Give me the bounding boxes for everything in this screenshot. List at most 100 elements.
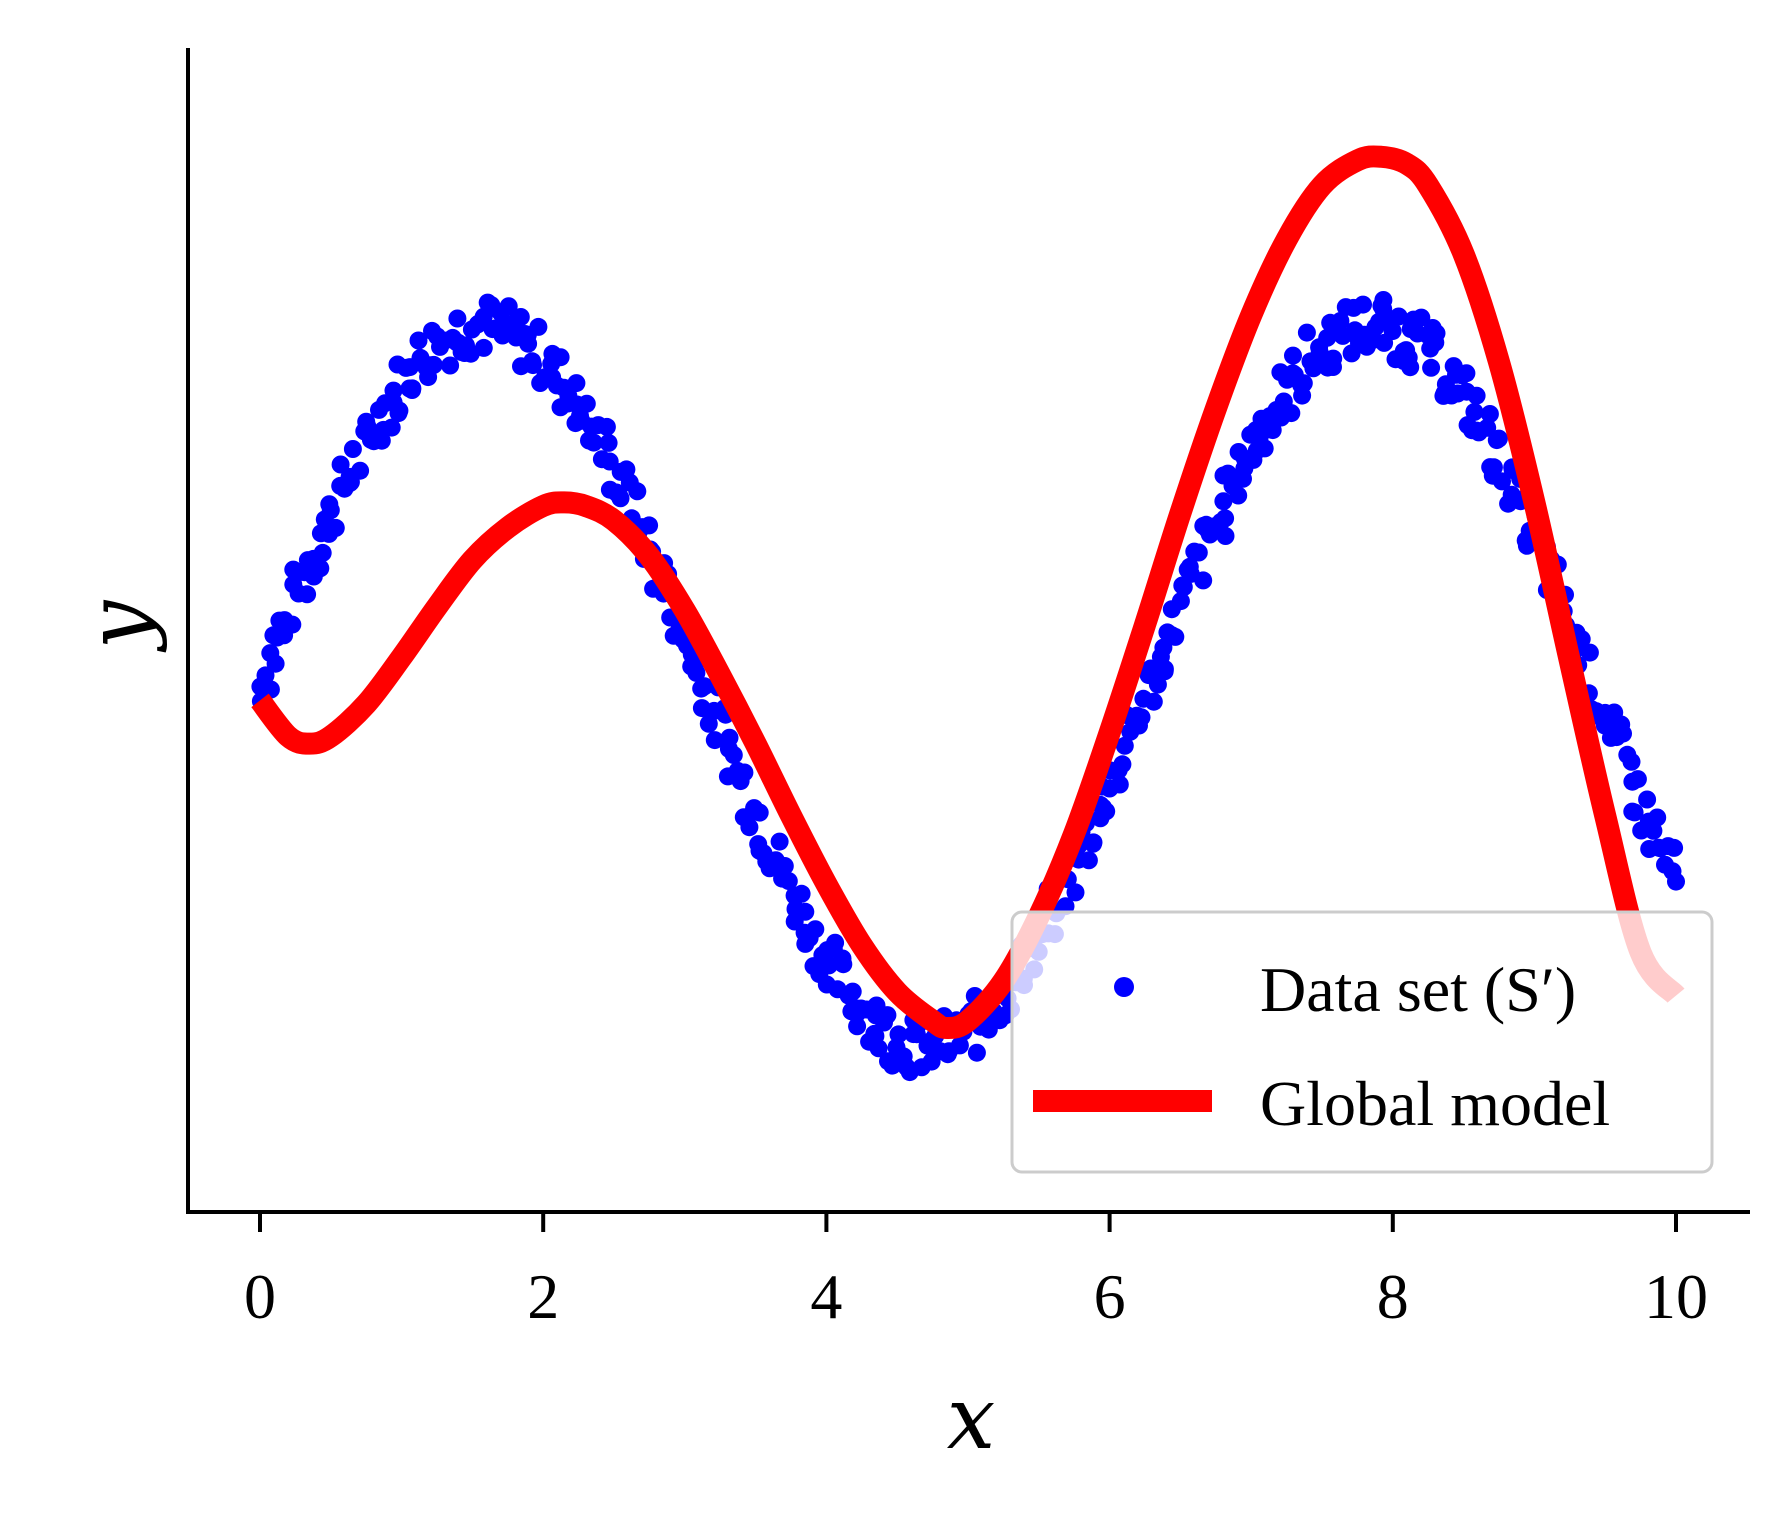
- legend-label-global-model: Global model: [1260, 1068, 1610, 1139]
- data-point: [1194, 571, 1213, 590]
- data-point: [1493, 472, 1511, 491]
- data-point: [1331, 312, 1350, 330]
- data-point: [599, 433, 618, 452]
- data-point: [382, 418, 401, 437]
- axes: 0 2 4 6 8 10 x y: [69, 48, 1750, 1469]
- data-point: [1130, 716, 1148, 735]
- data-point: [1229, 486, 1248, 505]
- data-point: [750, 803, 769, 822]
- data-point: [1113, 755, 1132, 774]
- data-point: [372, 431, 391, 450]
- data-point: [796, 902, 815, 921]
- legend-marker-data-set: [1114, 977, 1134, 997]
- data-point: [1354, 295, 1372, 314]
- data-point: [1097, 802, 1116, 821]
- data-point: [1282, 404, 1301, 423]
- data-point: [551, 348, 570, 367]
- data-point: [1079, 851, 1098, 870]
- data-point: [584, 433, 603, 452]
- data-point: [1216, 509, 1235, 528]
- x-tick-label: 8: [1377, 1261, 1409, 1332]
- data-point: [695, 677, 714, 696]
- data-point: [577, 394, 596, 413]
- data-point: [311, 559, 330, 578]
- data-point: [390, 401, 409, 420]
- x-ticks: 0 2 4 6 8 10: [244, 1212, 1708, 1332]
- data-point: [1216, 527, 1235, 545]
- data-point: [261, 680, 280, 699]
- data-point: [351, 461, 370, 480]
- x-axis-label: x: [947, 1369, 996, 1469]
- data-point: [1155, 662, 1174, 681]
- data-point: [1171, 592, 1190, 611]
- data-point: [967, 1043, 986, 1062]
- data-point: [1412, 308, 1431, 327]
- plot-area: [251, 145, 1685, 1082]
- data-point: [1644, 821, 1663, 840]
- data-point: [1401, 358, 1420, 377]
- data-point: [511, 308, 530, 326]
- data-point: [1110, 775, 1129, 794]
- data-point: [611, 489, 630, 508]
- data-point: [1214, 492, 1233, 511]
- data-point: [331, 455, 350, 474]
- data-point: [792, 884, 811, 903]
- data-point: [1625, 803, 1644, 822]
- data-point: [1284, 346, 1302, 365]
- data-point: [1084, 833, 1103, 852]
- data-point: [1467, 386, 1486, 405]
- data-point: [256, 666, 275, 685]
- data-point: [441, 356, 460, 375]
- x-tick-label: 6: [1094, 1261, 1126, 1332]
- data-point: [266, 654, 285, 673]
- data-point: [1665, 838, 1684, 857]
- data-point: [474, 338, 493, 357]
- data-point: [1304, 359, 1323, 378]
- data-point: [705, 731, 724, 750]
- data-point: [1489, 429, 1508, 448]
- data-point: [298, 585, 317, 604]
- data-point: [770, 832, 789, 851]
- data-point: [384, 381, 403, 400]
- data-point: [1614, 724, 1632, 743]
- data-point: [523, 352, 542, 371]
- data-point: [1478, 418, 1497, 437]
- x-tick-label: 2: [527, 1261, 559, 1332]
- data-point: [409, 331, 428, 350]
- x-tick-label: 4: [810, 1261, 842, 1332]
- data-point: [1294, 374, 1313, 393]
- data-point: [1580, 643, 1599, 662]
- data-point: [1622, 752, 1641, 771]
- data-point: [843, 982, 862, 1001]
- data-point: [567, 374, 586, 393]
- data-point: [848, 1017, 867, 1036]
- data-point: [1189, 543, 1208, 562]
- data-point: [343, 440, 362, 458]
- data-point: [1422, 358, 1441, 377]
- data-point: [1166, 627, 1185, 646]
- data-point: [1255, 439, 1274, 458]
- data-point: [735, 763, 754, 782]
- data-point: [1374, 291, 1393, 309]
- data-point: [640, 516, 659, 535]
- legend: Data set (S′) Global model: [1010, 910, 1714, 1174]
- data-point: [1144, 692, 1163, 711]
- x-tick-label: 0: [244, 1261, 276, 1332]
- data-point: [950, 1036, 969, 1055]
- data-point: [687, 663, 706, 682]
- data-point: [283, 615, 302, 634]
- data-point: [1297, 323, 1316, 342]
- data-point: [889, 1025, 908, 1044]
- data-point: [1066, 883, 1085, 902]
- data-point: [907, 1025, 926, 1044]
- data-point: [529, 317, 548, 336]
- data-point: [1115, 736, 1134, 755]
- data-point: [1389, 307, 1408, 326]
- data-point: [424, 355, 443, 374]
- data-point: [1480, 405, 1499, 423]
- data-point: [779, 872, 798, 891]
- data-point: [313, 543, 332, 562]
- data-point: [869, 1039, 888, 1058]
- data-point: [1457, 364, 1476, 383]
- data-point: [1426, 333, 1445, 352]
